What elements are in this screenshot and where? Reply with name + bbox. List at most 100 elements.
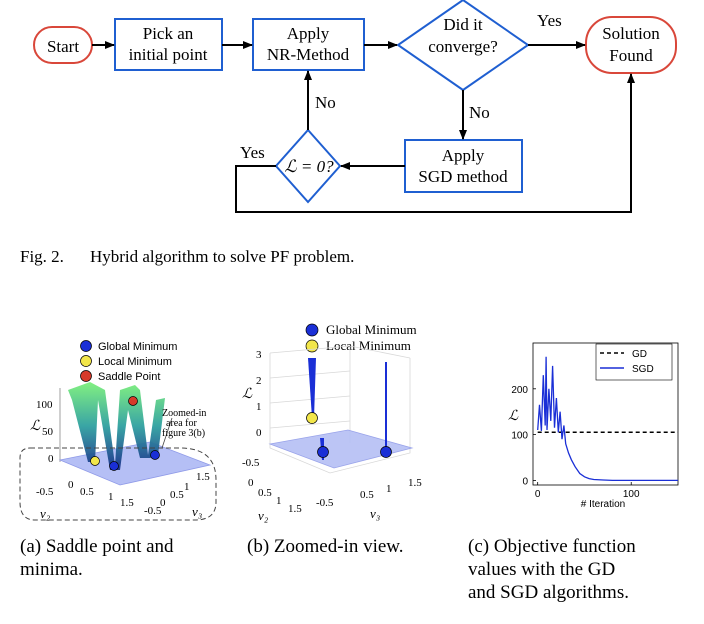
- c-y-axis-label: ℒ: [508, 409, 519, 424]
- legend-a-local: Local Minimum: [98, 356, 172, 368]
- subfig-c-caption: (c) Objective function values with the G…: [468, 535, 636, 604]
- apply-sgd-line2: SGD method: [418, 167, 508, 186]
- arrow-losscheck-solution: [235, 73, 635, 213]
- b-xtick-0: 0: [248, 477, 254, 489]
- a-ytick-1: 1: [184, 481, 190, 493]
- fig2-text: Hybrid algorithm to solve PF problem.: [89, 247, 355, 266]
- b-global-well-2: [385, 362, 387, 452]
- legend-a-saddle: Saddle Point: [98, 371, 160, 383]
- a-ytick-0.5: 0.5: [170, 489, 184, 501]
- c-series-sgd-line: [537, 356, 678, 482]
- legend-b-global: Global Minimum: [326, 322, 417, 337]
- a-zaxis-label: ℒ: [30, 419, 41, 434]
- legend-a-saddle-marker: [80, 370, 92, 382]
- subfig-c-caption-line2: values with the GD: [468, 559, 616, 580]
- a-global-min-marker-2: [150, 450, 160, 460]
- c-legend-label-gd: GD: [632, 349, 647, 360]
- c-ytick-label-100: 100: [511, 431, 528, 442]
- apply-nr-line1: Apply: [287, 24, 330, 43]
- c-ytick-label-0: 0: [522, 476, 528, 487]
- b-ztick-1: 1: [256, 401, 262, 413]
- a-saddle-marker: [128, 396, 138, 406]
- apply-sgd-box: [404, 139, 523, 193]
- a-xtick-1: 1: [108, 491, 114, 503]
- c-x-axis-label: # Iteration: [581, 499, 625, 510]
- a-local-min-marker: [90, 456, 100, 466]
- apply-nr-line2: NR-Method: [267, 45, 350, 64]
- legend-a-global-marker: [80, 340, 92, 352]
- subfig-a-caption-line2: minima.: [20, 559, 83, 580]
- a-ytick-1.5: 1.5: [196, 471, 210, 483]
- b-global-min-marker-2: [380, 446, 392, 458]
- subfig-b-caption: (b) Zoomed-in view.: [247, 535, 404, 558]
- solution-line1: Solution: [602, 24, 660, 43]
- subfig-b-plot: Global Minimum Local Minimum 3 2 1 0 -0.…: [242, 322, 422, 523]
- b-ytick-1.5: 1.5: [408, 477, 422, 489]
- a-surface: [68, 382, 165, 470]
- converge-line2: converge?: [428, 37, 498, 56]
- b-ztick-3: 3: [256, 349, 262, 361]
- subfig-a-plot: Global Minimum Local Minimum Saddle Poin…: [19, 340, 217, 521]
- legend-b-local-marker: [305, 339, 319, 353]
- flowchart: Start Pick an initial point Apply NR-Met…: [33, 0, 677, 213]
- b-ztick-0: 0: [256, 427, 262, 439]
- yes-left-label: Yes: [240, 143, 265, 162]
- b-zaxis-label: ℒ: [242, 387, 253, 402]
- a-xtick-neg0.5: -0.5: [36, 486, 54, 498]
- pick-label-line2: initial point: [129, 45, 208, 64]
- loss-check-diamond: [274, 128, 342, 204]
- subfig-a-caption: (a) Saddle point and minima.: [20, 535, 174, 581]
- b-xtick-1.5: 1.5: [288, 503, 302, 515]
- b-local-min-marker: [306, 412, 318, 424]
- b-ytick-neg0.5: -0.5: [316, 497, 334, 509]
- legend-a-local-marker: [80, 355, 92, 367]
- a-ztick-50: 50: [42, 426, 54, 438]
- a-xtick-1.5: 1.5: [120, 497, 134, 509]
- c-plot-frame: [532, 342, 679, 486]
- b-ztick-2: 2: [256, 375, 262, 387]
- legend-b-local: Local Minimum: [326, 338, 411, 353]
- subfig-a-caption-line1: (a) Saddle point and: [20, 536, 174, 557]
- subfig-c-chart: ℒ # Iteration 0 100 200 0 100 GD SGD: [508, 342, 679, 510]
- legend-b-global-marker: [305, 323, 319, 337]
- yes-top-label: Yes: [537, 11, 562, 30]
- a-ztick-100: 100: [36, 399, 53, 411]
- c-ytick-label-200: 200: [511, 385, 528, 396]
- a-ytick-neg0.5: -0.5: [144, 505, 162, 517]
- c-xtick-label-0: 0: [535, 489, 541, 500]
- legend-a-global: Global Minimum: [98, 341, 177, 353]
- start-label: Start: [47, 37, 79, 56]
- subfig-b-caption-text: (b) Zoomed-in view.: [247, 536, 404, 557]
- a-annotation-line1: Zoomed-in: [162, 408, 206, 419]
- a-xtick-0.5: 0.5: [80, 486, 94, 498]
- a-ztick-0: 0: [48, 453, 54, 465]
- subfig-c-caption-line3: and SGD algorithms.: [468, 582, 629, 603]
- apply-nr-box: [252, 18, 365, 71]
- a-x-label: v₂: [40, 506, 51, 521]
- b-ytick-0.5: 0.5: [360, 489, 374, 501]
- pick-initial-point-box: [114, 18, 223, 71]
- converge-line1: Did it: [443, 15, 482, 34]
- b-x-label: v₂: [258, 508, 269, 523]
- b-ytick-1: 1: [386, 483, 392, 495]
- no-up-label: No: [315, 93, 336, 112]
- b-xtick-1: 1: [276, 495, 282, 507]
- subfig-c-caption-line1: (c) Objective function: [468, 536, 636, 557]
- a-ytick-0: 0: [160, 497, 166, 509]
- solution-line2: Found: [609, 46, 653, 65]
- fig2-caption: Fig. 2. Hybrid algorithm to solve PF prob…: [20, 247, 354, 267]
- fig2-number: Fig. 2.: [20, 247, 64, 266]
- pick-label-line1: Pick an: [143, 24, 194, 43]
- a-global-min-marker-1: [109, 461, 119, 471]
- no-down-label: No: [469, 103, 490, 122]
- b-floor-plane: [268, 429, 414, 469]
- b-xtick-0.5: 0.5: [258, 487, 272, 499]
- a-annotation-line3: figure 3(b): [162, 428, 205, 439]
- b-local-well: [308, 358, 316, 418]
- loss-check-label: ℒ = 0?: [284, 157, 334, 176]
- a-annotation-leader: [161, 417, 173, 449]
- c-xtick-label-100: 100: [623, 489, 640, 500]
- b-y-label: v₃: [370, 506, 380, 521]
- c-legend-box: [595, 343, 673, 381]
- a-zoom-region: [19, 447, 217, 521]
